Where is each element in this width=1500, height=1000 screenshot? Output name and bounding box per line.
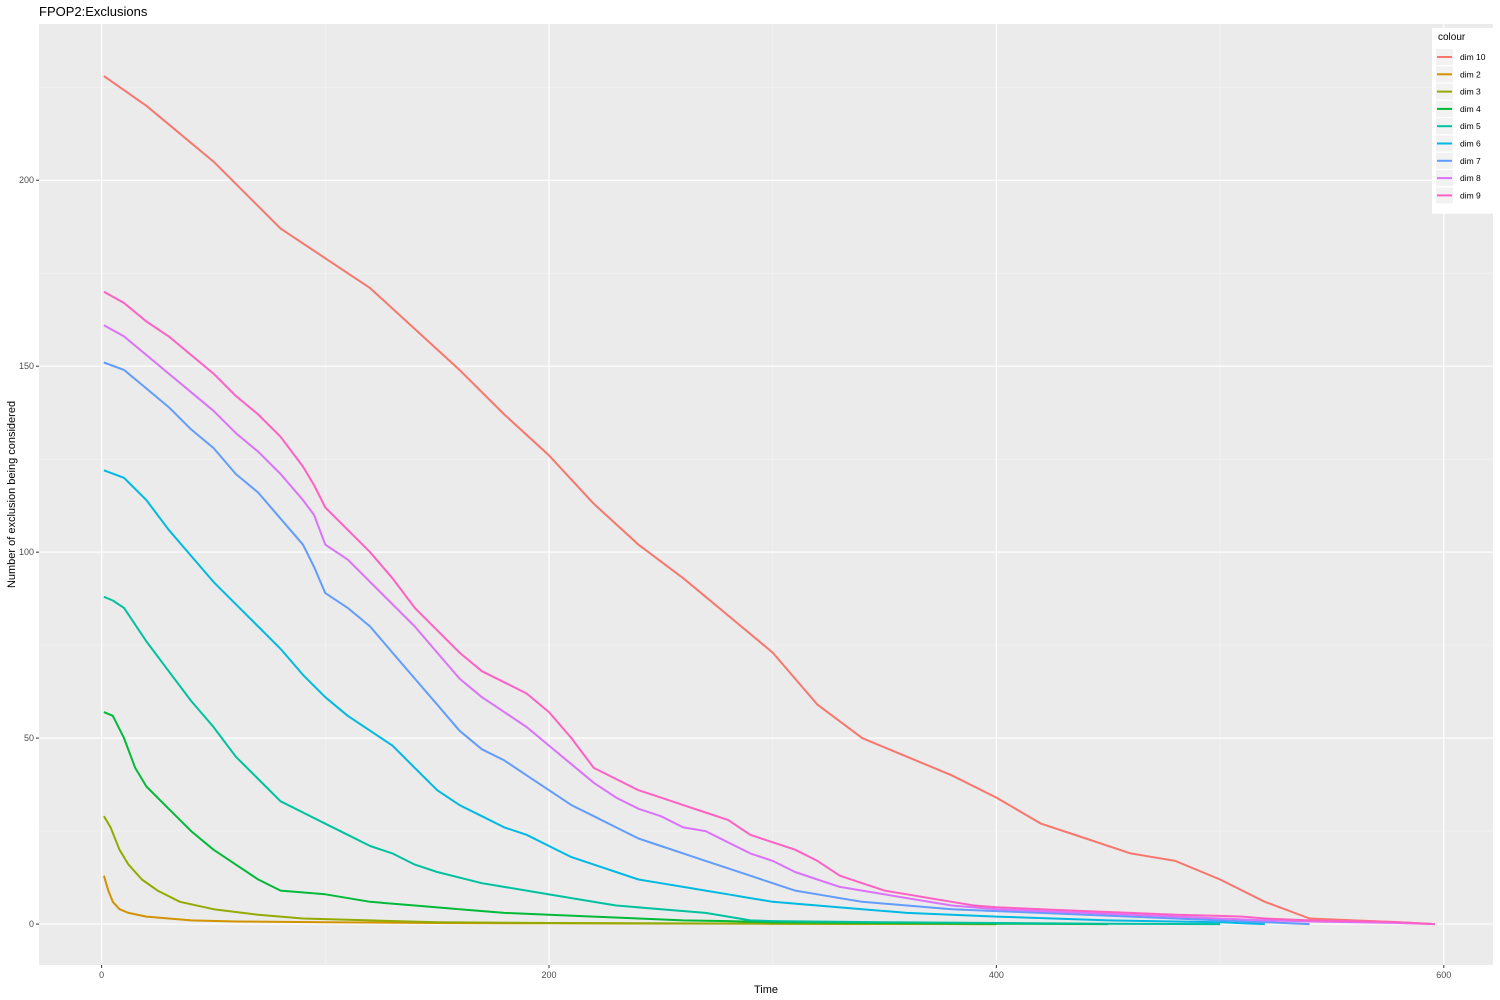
x-tick-label: 0 xyxy=(99,970,104,980)
legend-label: dim 2 xyxy=(1460,69,1481,79)
legend-label: dim 4 xyxy=(1460,104,1481,114)
series-layer xyxy=(102,75,1435,926)
x-tick-label: 600 xyxy=(1436,970,1451,980)
series-line-dim-3 xyxy=(103,815,997,926)
legend-label: dim 9 xyxy=(1460,190,1481,200)
x-tick-label: 400 xyxy=(989,970,1004,980)
y-tick-label: 50 xyxy=(24,733,34,743)
y-tick-label: 200 xyxy=(19,175,34,185)
legend-label: dim 8 xyxy=(1460,173,1481,183)
series-line-dim-4 xyxy=(103,711,1109,926)
minor-gridlines xyxy=(39,24,1493,965)
x-axis-label: Time xyxy=(754,984,778,996)
series-line-dim-5 xyxy=(103,595,1221,926)
legend-title: colour xyxy=(1438,32,1466,43)
legend-label: dim 7 xyxy=(1460,156,1481,166)
y-tick-label: 0 xyxy=(29,919,34,929)
y-axis-label: Number of exclusion being considered xyxy=(6,401,18,588)
legend-label: dim 3 xyxy=(1460,87,1481,97)
series-line-dim-7 xyxy=(103,361,1310,926)
x-tick-label: 200 xyxy=(542,970,557,980)
axes-layer: 0 200 400 600 0 50 100 150 200 xyxy=(19,175,1451,980)
series-line-dim-8 xyxy=(103,324,1435,926)
y-tick-label: 100 xyxy=(19,547,34,557)
plot-panel xyxy=(39,24,1493,965)
legend-label: dim 6 xyxy=(1460,139,1481,149)
legend-label: dim 10 xyxy=(1460,52,1486,62)
chart-title: FPOP2:Exclusions xyxy=(39,4,148,19)
series-line-dim-9 xyxy=(103,290,1435,926)
legend: colour dim 10 dim 2 dim 3 dim 4 dim 5 dim 6 dim… xyxy=(1432,28,1494,214)
y-tick-label: 150 xyxy=(19,361,34,371)
series-line-dim-6 xyxy=(103,469,1265,926)
series-line-dim-10 xyxy=(103,75,1435,926)
legend-label: dim 5 xyxy=(1460,121,1481,131)
